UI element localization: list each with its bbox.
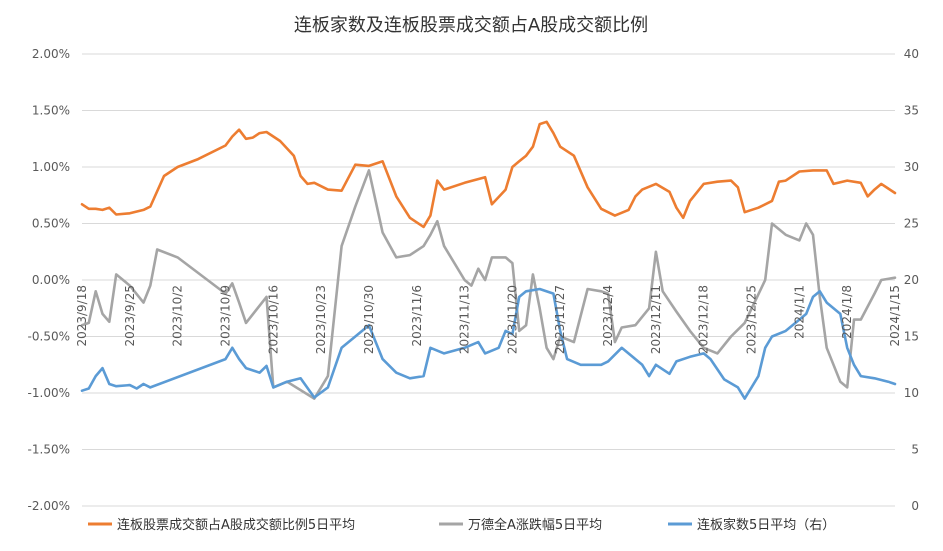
chart-title: 连板家数及连板股票成交额占A股成交额比例: [294, 15, 648, 36]
right-axis: 40 35 30 25 20 15 10 5 0: [904, 47, 919, 513]
y-left-tick-label: -1.00%: [28, 386, 70, 400]
legend-label-ratio: 连板股票成交额占A股成交额比例5日平均: [117, 517, 355, 533]
y-left-tick-label: 1.50%: [32, 104, 70, 118]
x-tick-label: 2023/11/13: [458, 285, 472, 354]
y-left-tick-label: -0.50%: [28, 330, 70, 344]
y-left-tick-label: 0.00%: [32, 273, 70, 287]
x-tick-label: 2023/9/18: [75, 285, 89, 347]
legend-label-count: 连板家数5日平均（右）: [697, 517, 835, 533]
x-tick-label: 2023/10/30: [362, 285, 376, 354]
x-tick-label: 2023/12/18: [697, 285, 711, 354]
y-right-tick-label: 10: [904, 386, 919, 400]
x-tick-label: 2024/1/1: [792, 285, 806, 339]
x-tick-label: 2023/12/25: [745, 285, 759, 354]
y-left-tick-label: 0.50%: [32, 217, 70, 231]
y-right-tick-label: 35: [904, 104, 919, 118]
series-line-1: [80, 169, 897, 400]
x-tick-label: 2023/10/9: [218, 285, 232, 347]
y-right-tick-label: 0: [911, 499, 919, 513]
y-right-tick-label: 15: [904, 330, 919, 344]
y-right-tick-label: 5: [911, 443, 919, 457]
legend: 连板股票成交额占A股成交额比例5日平均 万德全A涨跌幅5日平均 连板家数5日平均…: [88, 517, 835, 533]
x-tick-label: 2023/9/25: [123, 285, 137, 347]
y-left-tick-label: -2.00%: [28, 499, 70, 513]
y-left-tick-label: -1.50%: [28, 443, 70, 457]
x-tick-label: 2023/12/11: [649, 285, 663, 354]
legend-label-wind-a: 万德全A涨跌幅5日平均: [468, 517, 602, 533]
x-tick-label: 2024/1/15: [888, 285, 902, 347]
x-tick-label: 2023/12/4: [601, 285, 615, 347]
x-axis: 2023/9/18 2023/9/25 2023/10/2 2023/10/9 2023…: [75, 285, 902, 354]
left-axis: 2.00% 1.50% 1.00% 0.50% 0.00% -0.50% -1.00% -1.…: [28, 47, 70, 513]
series-line-2: [80, 287, 897, 400]
x-tick-label: 2023/11/27: [553, 285, 567, 354]
y-left-tick-label: 1.00%: [32, 160, 70, 174]
series-line-0: [80, 120, 897, 229]
x-tick-label: 2023/10/16: [266, 285, 280, 354]
x-tick-label: 2023/11/20: [505, 285, 519, 354]
legend-item-ratio: 连板股票成交额占A股成交额比例5日平均: [88, 517, 355, 533]
x-tick-label: 2024/1/8: [840, 285, 854, 339]
x-tick-label: 2023/10/23: [314, 285, 328, 354]
gridlines: [82, 53, 895, 507]
y-right-tick-label: 25: [904, 217, 919, 231]
y-right-tick-label: 30: [904, 160, 919, 174]
y-right-tick-label: 40: [904, 47, 919, 61]
y-right-tick-label: 20: [904, 273, 919, 287]
legend-item-wind-a: 万德全A涨跌幅5日平均: [439, 517, 602, 533]
series-lines: [80, 120, 897, 400]
legend-item-count: 连板家数5日平均（右）: [668, 517, 835, 533]
x-tick-label: 2023/11/6: [410, 285, 424, 347]
y-left-tick-label: 2.00%: [32, 47, 70, 61]
x-tick-label: 2023/10/2: [171, 285, 185, 347]
